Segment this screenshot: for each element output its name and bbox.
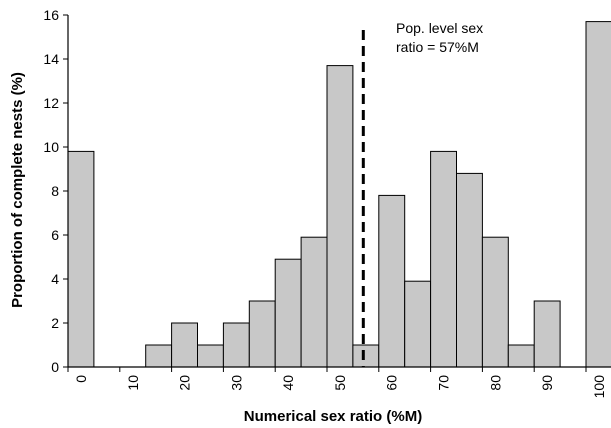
y-tick-label-12: 12 <box>43 95 59 111</box>
y-tick-label-8: 8 <box>51 183 59 199</box>
x-tick-label-0: 0 <box>73 375 89 383</box>
x-tick-label-100: 100 <box>591 375 607 399</box>
y-tick-label-14: 14 <box>43 51 59 67</box>
bar-65 <box>404 280 432 368</box>
x-tick-label-30: 30 <box>228 375 244 391</box>
y-axis-title: Proportion of complete nests (%) <box>9 72 26 308</box>
bar-55 <box>352 344 380 368</box>
bar-100 <box>585 21 611 368</box>
bar-50 <box>326 65 354 368</box>
bar-15 <box>145 344 173 368</box>
bar-75 <box>456 172 483 368</box>
x-tick-label-90: 90 <box>539 375 555 391</box>
bar-40 <box>274 258 302 368</box>
bar-20 <box>171 322 199 368</box>
y-tick-label-6: 6 <box>51 227 59 243</box>
y-tick-label-16: 16 <box>43 7 59 23</box>
y-tick-label-4: 4 <box>51 271 59 287</box>
bar-35 <box>248 300 276 368</box>
bar-60 <box>378 194 406 368</box>
x-tick-label-10: 10 <box>125 375 141 391</box>
bar-25 <box>197 344 224 368</box>
bar-85 <box>507 344 535 368</box>
y-ticks-group: 0 2 4 6 8 10 12 14 16 <box>43 7 68 375</box>
bar-0 <box>67 150 95 368</box>
reference-line-label-line2: ratio = 57%M <box>396 39 479 55</box>
y-tick-label-10: 10 <box>43 139 59 155</box>
x-tick-label-20: 20 <box>177 375 193 391</box>
bars-group <box>67 21 611 368</box>
y-tick-label-2: 2 <box>51 315 59 331</box>
bar-70 <box>430 150 458 368</box>
x-tick-label-40: 40 <box>280 375 296 391</box>
x-axis-title: Numerical sex ratio (%M) <box>244 408 422 425</box>
x-tick-label-70: 70 <box>436 375 452 391</box>
bar-45 <box>300 236 328 368</box>
y-tick-label-0: 0 <box>51 359 59 375</box>
x-tick-label-80: 80 <box>487 375 503 391</box>
x-ticks-group: 0 10 20 30 40 50 60 70 80 90 100 <box>67 367 607 399</box>
bar-80 <box>481 236 509 368</box>
bar-90 <box>533 300 561 368</box>
x-tick-label-50: 50 <box>332 375 348 391</box>
bar-30 <box>222 322 250 368</box>
reference-line-label-line1: Pop. level sex <box>396 20 483 36</box>
x-tick-label-60: 60 <box>384 375 400 391</box>
